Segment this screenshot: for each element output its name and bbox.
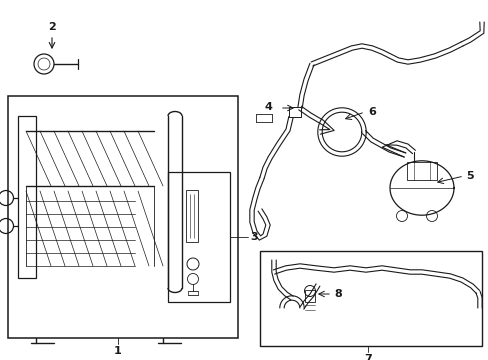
Bar [168, 172, 229, 302]
Text: 6: 6 [367, 107, 375, 117]
Text: 2: 2 [48, 22, 56, 32]
Bar [305, 290, 314, 302]
Text: 4: 4 [264, 102, 271, 112]
Bar [8, 96, 238, 338]
Bar [406, 162, 436, 180]
Bar [185, 190, 198, 242]
Bar [288, 107, 301, 117]
Text: 5: 5 [465, 171, 473, 181]
Text: 3: 3 [249, 232, 257, 242]
Text: 8: 8 [333, 289, 341, 299]
Bar [18, 116, 36, 278]
Bar [260, 251, 481, 346]
Text: 7: 7 [364, 354, 371, 360]
Text: 1: 1 [114, 346, 122, 356]
